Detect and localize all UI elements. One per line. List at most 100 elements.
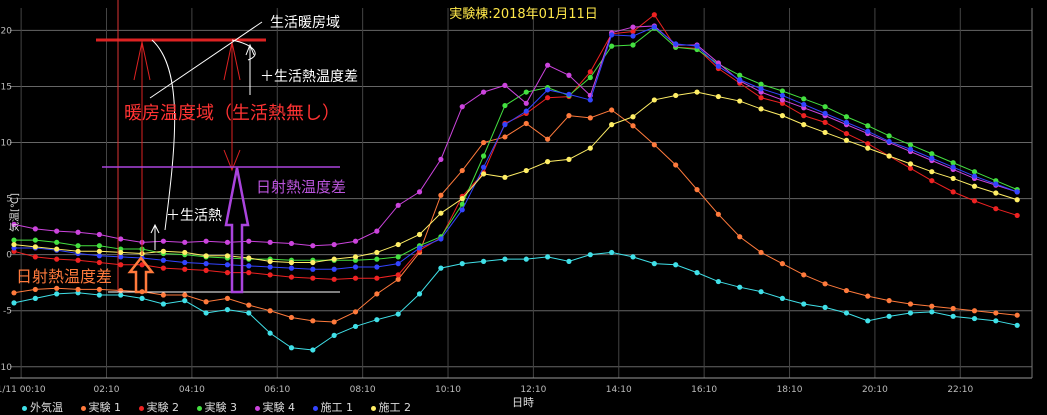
data-point <box>267 258 273 264</box>
data-point <box>843 119 850 125</box>
data-point <box>865 293 871 299</box>
data-point <box>673 41 679 47</box>
legend-marker <box>22 405 27 411</box>
legend-marker <box>312 405 318 411</box>
data-point <box>886 313 892 319</box>
data-point <box>566 156 572 162</box>
data-point <box>651 24 657 30</box>
data-point <box>950 189 956 195</box>
data-point <box>523 108 529 114</box>
data-point <box>310 318 316 324</box>
data-point <box>331 332 337 338</box>
data-point <box>993 190 999 196</box>
data-point <box>523 167 529 174</box>
data-point <box>758 289 764 295</box>
data-point <box>54 285 60 291</box>
data-point <box>630 42 636 48</box>
y-tick-label: -10 <box>0 363 12 373</box>
data-point <box>331 266 337 272</box>
red-arrow-1-head <box>133 41 151 81</box>
data-point <box>246 270 252 276</box>
data-point <box>865 145 871 151</box>
y-tick-label: 15 <box>1 82 12 92</box>
data-point <box>907 310 914 316</box>
red-arrow-2-bottom <box>223 149 241 172</box>
data-point <box>865 141 871 147</box>
data-point <box>950 164 956 170</box>
data-point <box>246 263 252 269</box>
legend-item: 実験 3 <box>196 401 237 414</box>
data-point <box>288 259 295 266</box>
x-tick-label: 20:10 <box>862 385 888 395</box>
x-tick-label: 16:10 <box>691 385 717 395</box>
x-tick-label: 12:10 <box>520 385 546 395</box>
data-point <box>950 175 956 182</box>
data-point <box>267 239 273 245</box>
data-point <box>950 160 956 166</box>
x-tick-label: 14:10 <box>606 385 632 395</box>
data-point <box>1014 197 1020 203</box>
data-point <box>566 72 572 78</box>
data-point <box>929 303 935 309</box>
data-point <box>54 246 60 252</box>
data-point <box>331 319 337 325</box>
data-point <box>438 156 444 162</box>
data-point <box>438 210 444 216</box>
data-point <box>502 82 508 88</box>
data-point <box>139 295 145 301</box>
data-point <box>11 237 17 243</box>
data-point <box>502 134 508 140</box>
data-point <box>374 249 380 256</box>
data-point <box>352 264 359 270</box>
data-point <box>96 248 102 254</box>
series-line <box>13 109 1018 323</box>
data-point <box>96 253 102 259</box>
data-point <box>587 115 593 121</box>
data-point <box>971 315 978 322</box>
data-point <box>11 221 17 227</box>
data-point <box>310 266 316 272</box>
data-point <box>1014 322 1020 328</box>
data-point <box>32 254 38 260</box>
data-point <box>971 308 978 314</box>
data-point <box>54 239 60 245</box>
data-point <box>971 183 978 189</box>
data-point <box>737 72 743 78</box>
series-line <box>13 251 1018 351</box>
chart-title: 実験棟:2018年01月11日 <box>449 7 598 22</box>
data-point <box>480 164 487 170</box>
data-point <box>480 171 487 177</box>
data-point <box>480 153 487 159</box>
data-point <box>566 91 572 97</box>
data-point <box>160 257 167 263</box>
data-point <box>907 165 914 171</box>
data-point <box>54 291 60 297</box>
data-point <box>459 207 465 213</box>
data-point <box>971 169 978 175</box>
data-point <box>75 257 81 263</box>
x-tick-label: 08:10 <box>350 385 376 395</box>
data-point <box>352 254 359 260</box>
data-point <box>374 317 380 323</box>
data-point <box>907 142 914 148</box>
data-point <box>907 301 914 307</box>
data-point <box>118 254 124 260</box>
data-point <box>182 239 188 245</box>
data-point <box>694 270 700 276</box>
data-point <box>224 262 231 268</box>
data-point <box>715 63 721 69</box>
data-point <box>416 291 423 297</box>
data-point <box>182 298 188 304</box>
data-point <box>118 236 124 242</box>
data-point <box>395 276 401 282</box>
annotation-life-heat: ＋生活熱 <box>166 208 222 224</box>
data-point <box>779 97 786 103</box>
legend-item: 実験 1 <box>80 401 121 414</box>
data-point <box>779 88 786 94</box>
data-point <box>246 238 252 244</box>
data-point <box>566 113 572 119</box>
data-point <box>1014 212 1020 219</box>
y-axis-title: 気温[℃] <box>10 192 22 233</box>
legend-marker <box>196 405 202 411</box>
